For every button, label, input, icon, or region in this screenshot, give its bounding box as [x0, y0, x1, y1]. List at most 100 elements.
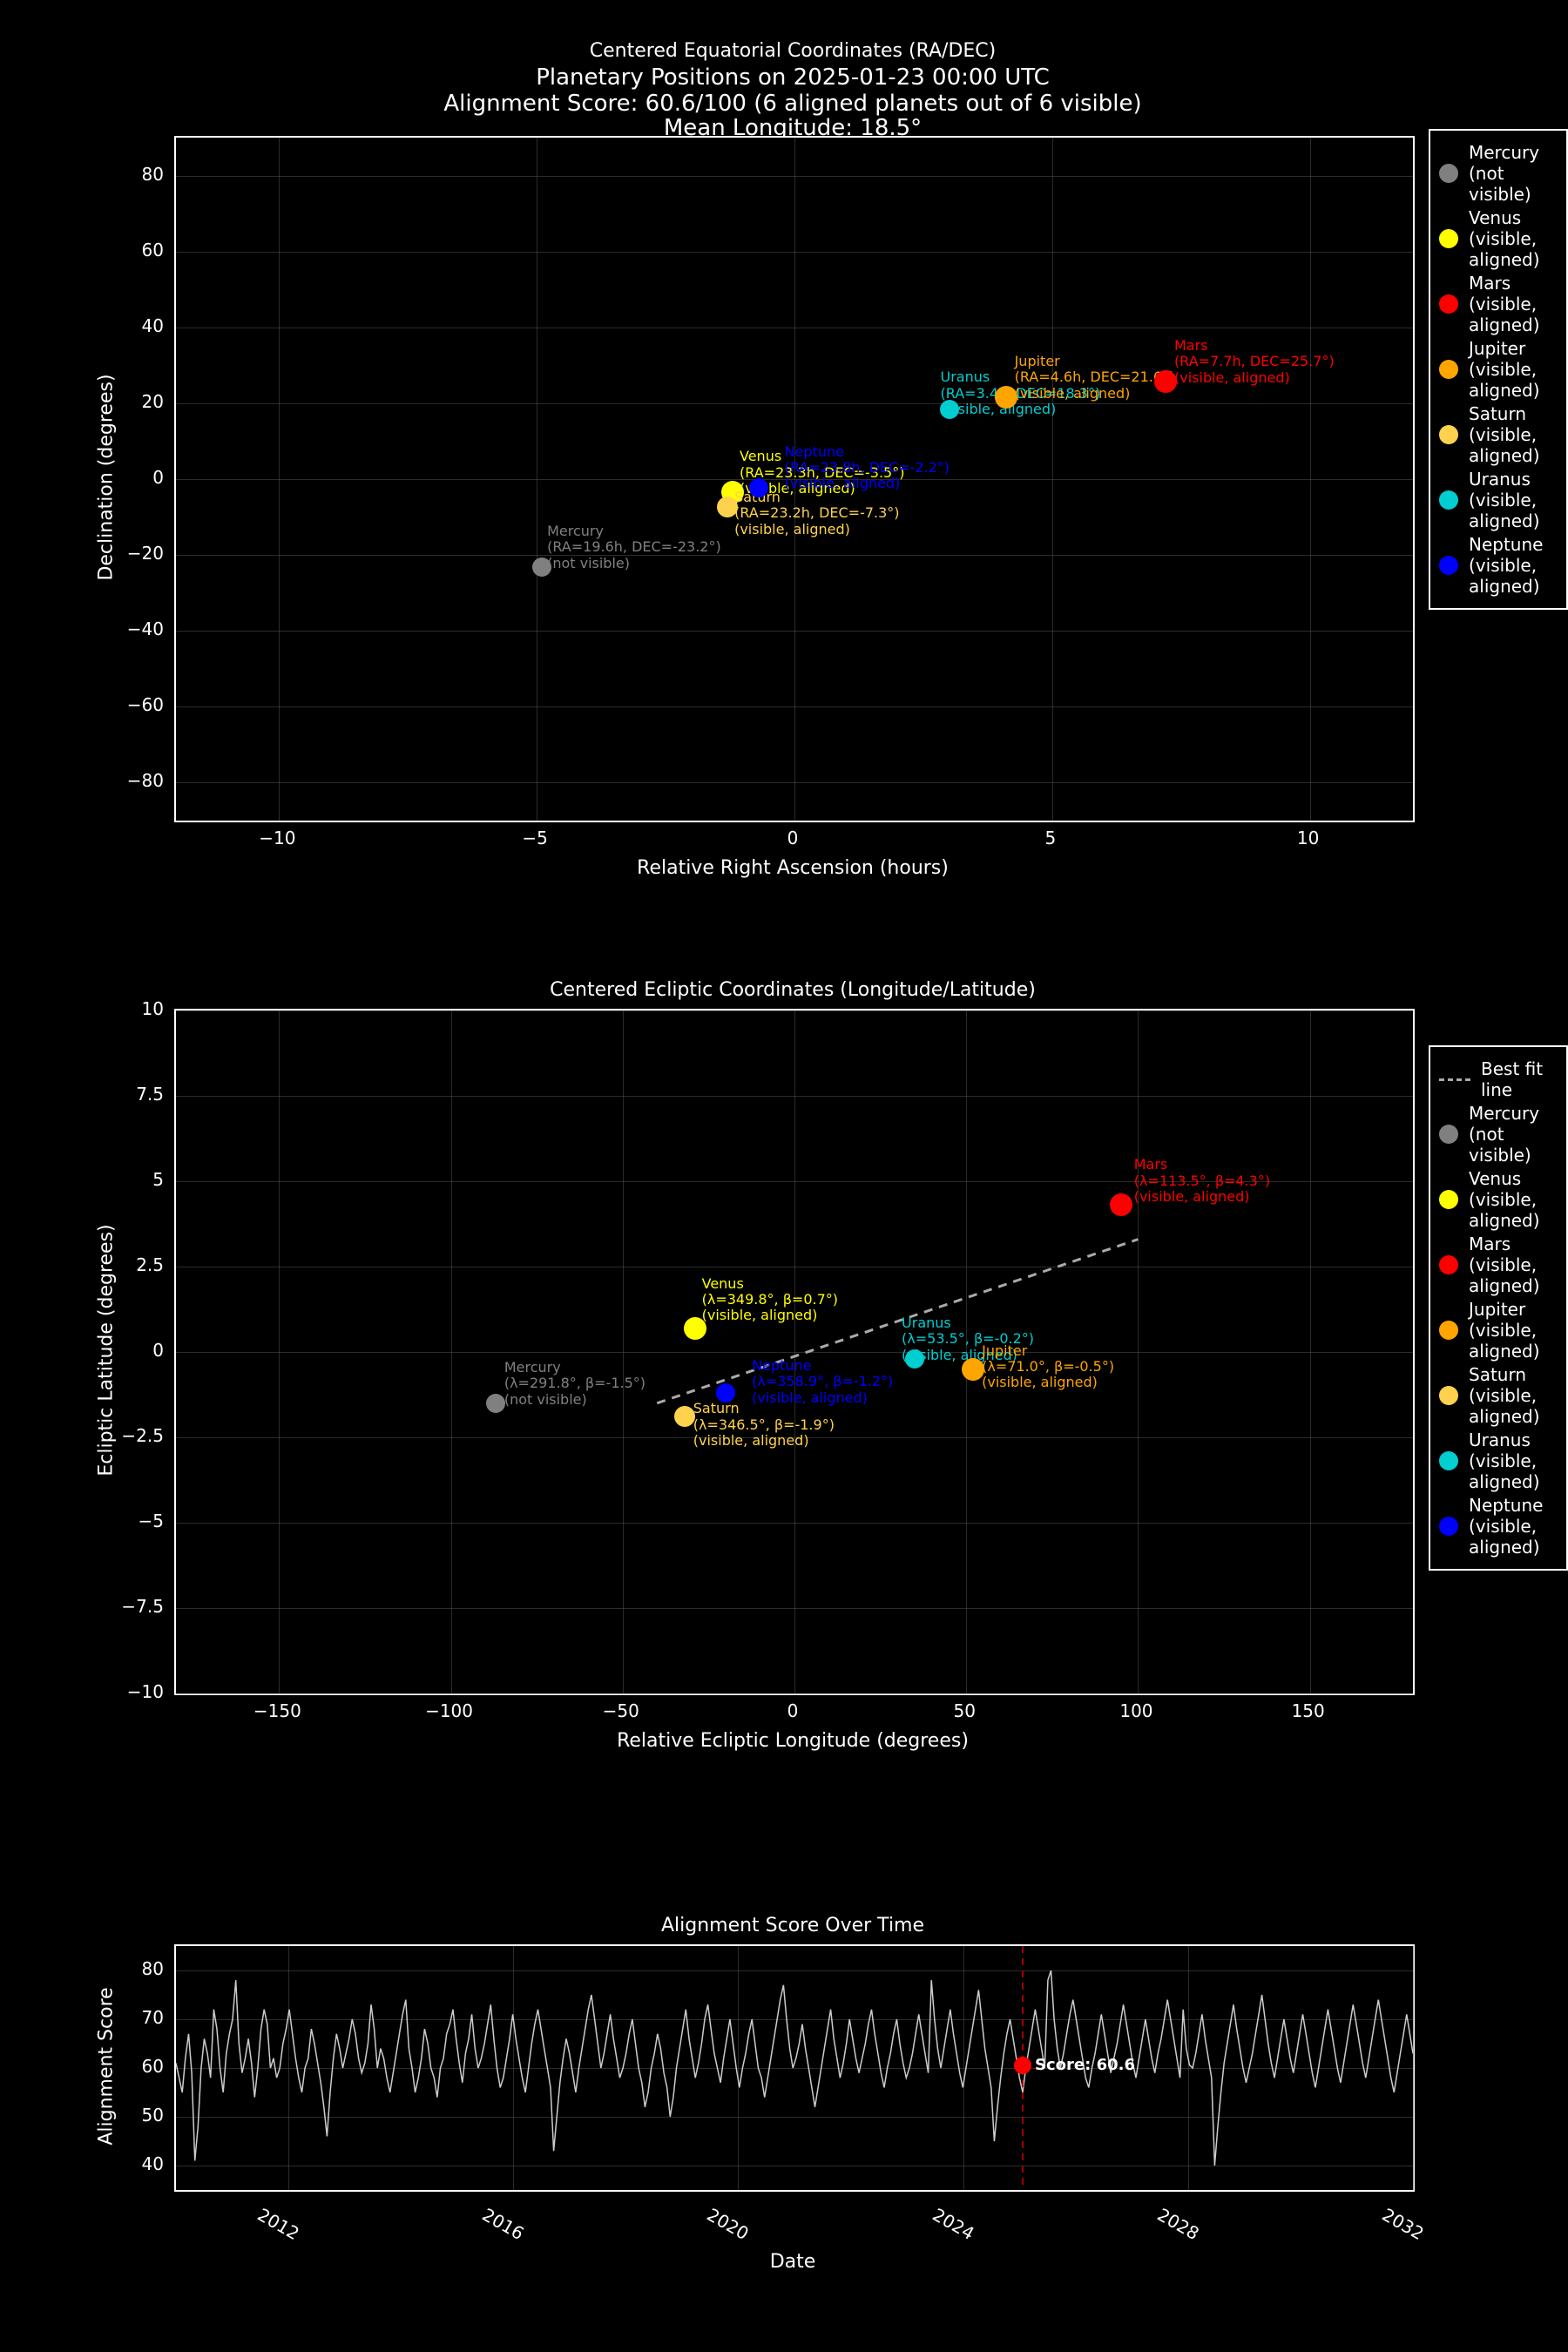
xtick-label: −10	[259, 828, 295, 848]
ytick-label: 5	[152, 1169, 164, 1190]
legend-row: Mercury (not visible)	[1439, 142, 1556, 205]
ytick-label: −20	[127, 543, 164, 564]
legend-text: Jupiter (visible, aligned)	[1469, 338, 1556, 401]
legend-text: Saturn (visible, aligned)	[1469, 403, 1556, 466]
ytick-label: 40	[142, 315, 164, 336]
ytick-label: 0	[152, 467, 164, 488]
legend-text: Saturn (visible, aligned)	[1469, 1364, 1556, 1427]
ytick-label: 20	[142, 391, 164, 412]
ytick-label: 0	[152, 1340, 164, 1361]
legend-text: Neptune (visible, aligned)	[1469, 1495, 1556, 1558]
ytick-label: −10	[127, 1681, 164, 1702]
legend-row: Neptune (visible, aligned)	[1439, 534, 1556, 597]
planet-label-saturn: Saturn (λ=346.5°, β=-1.9°) (visible, ali…	[693, 1401, 835, 1449]
ytick-label: 60	[142, 2056, 164, 2077]
xtick-label: 10	[1297, 828, 1319, 848]
ytick-label: 60	[142, 240, 164, 260]
legend-swatch-uranus	[1439, 1451, 1458, 1470]
legend-row: Neptune (visible, aligned)	[1439, 1495, 1556, 1558]
ytick-label: −7.5	[121, 1596, 164, 1617]
xtick-label: 100	[1119, 1700, 1152, 1721]
chart1-title: Centered Equatorial Coordinates (RA/DEC)	[174, 40, 1411, 62]
chart3-title: Alignment Score Over Time	[174, 1915, 1411, 1936]
xtick-label: 0	[787, 828, 799, 848]
xlabel: Relative Right Ascension (hours)	[637, 857, 949, 879]
legend-row: Mars (visible, aligned)	[1439, 1233, 1556, 1296]
legend-swatch-jupiter	[1439, 360, 1458, 379]
planet-label-jupiter: Jupiter (λ=71.0°, β=-0.5°) (visible, ali…	[982, 1343, 1114, 1391]
xtick-label: 2016	[479, 2204, 528, 2244]
ylabel: Alignment Score	[96, 1987, 118, 2145]
legend-swatch-mars	[1439, 294, 1458, 314]
chart2-title: Centered Ecliptic Coordinates (Longitude…	[174, 979, 1411, 1001]
legend-row: Uranus (visible, aligned)	[1439, 1429, 1556, 1492]
legend-swatch-neptune	[1439, 556, 1458, 575]
ytick-label: −60	[127, 694, 164, 715]
ytick-label: 40	[142, 2153, 164, 2174]
xtick-label: 2032	[1379, 2204, 1428, 2244]
legend-row: Uranus (visible, aligned)	[1439, 469, 1556, 531]
legend-text: Venus (visible, aligned)	[1469, 207, 1556, 270]
legend-swatch-saturn	[1439, 425, 1458, 444]
ytick-label: 7.5	[136, 1084, 164, 1105]
legend-swatch-venus	[1439, 229, 1458, 248]
figure: Centered Equatorial Coordinates (RA/DEC)…	[0, 0, 1568, 2352]
legend-row: Jupiter (visible, aligned)	[1439, 338, 1556, 401]
legend-line-swatch	[1439, 1078, 1470, 1081]
legend-row: Jupiter (visible, aligned)	[1439, 1299, 1556, 1362]
legend-text: Uranus (visible, aligned)	[1469, 1429, 1556, 1492]
planet-label-jupiter: Jupiter (RA=4.6h, DEC=21.6°) (visible, a…	[1015, 354, 1175, 402]
ecliptic-chart: Mercury (λ=291.8°, β=-1.5°) (not visible…	[174, 1009, 1415, 1695]
legend-swatch-jupiter	[1439, 1321, 1458, 1340]
legend-text: Best fit line	[1481, 1058, 1556, 1100]
xtick-label: 2020	[704, 2204, 753, 2244]
legend-row: Mercury (not visible)	[1439, 1103, 1556, 1166]
current-score-label: Score: 60.6	[1035, 2057, 1135, 2075]
legend-row: Saturn (visible, aligned)	[1439, 1364, 1556, 1427]
planet-mars	[1110, 1193, 1132, 1216]
legend-swatch-saturn	[1439, 1386, 1458, 1405]
xtick-label: −100	[425, 1700, 473, 1721]
legend-text: Mercury (not visible)	[1469, 1103, 1556, 1166]
ytick-label: 80	[142, 1958, 164, 1979]
xtick-label: 0	[787, 1700, 799, 1721]
legend-row: Venus (visible, aligned)	[1439, 1168, 1556, 1231]
legend-swatch-neptune	[1439, 1517, 1458, 1536]
legend-row: Mars (visible, aligned)	[1439, 273, 1556, 335]
xtick-label: 2024	[929, 2204, 977, 2244]
planet-label-neptune: Neptune (RA=23.8h, DEC=-2.2°) (visible, …	[785, 444, 950, 492]
xtick-label: −50	[603, 1700, 639, 1721]
legend-swatch-mars	[1439, 1255, 1458, 1274]
legend-swatch-mercury	[1439, 164, 1458, 183]
score-timeline-chart: Score: 60.6	[174, 1944, 1415, 2192]
planet-label-mercury: Mercury (RA=19.6h, DEC=-23.2°) (not visi…	[547, 524, 721, 571]
legend-text: Jupiter (visible, aligned)	[1469, 1299, 1556, 1362]
ytick-label: 10	[142, 998, 164, 1019]
planet-label-mercury: Mercury (λ=291.8°, β=-1.5°) (not visible…	[504, 1360, 645, 1408]
ytick-label: −5	[139, 1511, 164, 1531]
ytick-label: 2.5	[136, 1254, 164, 1275]
xtick-label: 2028	[1153, 2204, 1202, 2244]
xlabel: Relative Ecliptic Longitude (degrees)	[617, 1730, 969, 1752]
planet-saturn	[674, 1406, 695, 1427]
xtick-label: −150	[253, 1700, 301, 1721]
planet-label-venus: Venus (λ=349.8°, β=0.7°) (visible, align…	[702, 1276, 838, 1324]
equatorial-chart: Mercury (RA=19.6h, DEC=-23.2°) (not visi…	[174, 136, 1415, 822]
legend-row: Best fit line	[1439, 1058, 1556, 1100]
ytick-label: 50	[142, 2105, 164, 2126]
xtick-label: 150	[1292, 1700, 1325, 1721]
chart1-subtitle1: Planetary Positions on 2025-01-23 00:00 …	[174, 64, 1411, 91]
xlabel: Date	[770, 2251, 816, 2273]
planet-neptune	[749, 478, 768, 497]
legend-swatch-mercury	[1439, 1125, 1458, 1144]
ylabel: Declination (degrees)	[96, 374, 118, 580]
ytick-label: −2.5	[121, 1425, 164, 1446]
xtick-label: 5	[1044, 828, 1056, 848]
legend-row: Venus (visible, aligned)	[1439, 207, 1556, 270]
legend-equatorial: Mercury (not visible)Venus (visible, ali…	[1429, 129, 1568, 610]
legend-text: Neptune (visible, aligned)	[1469, 534, 1556, 597]
ytick-label: 80	[142, 164, 164, 185]
planet-mercury	[486, 1394, 505, 1413]
legend-text: Venus (visible, aligned)	[1469, 1168, 1556, 1231]
xtick-label: 2012	[254, 2204, 303, 2244]
